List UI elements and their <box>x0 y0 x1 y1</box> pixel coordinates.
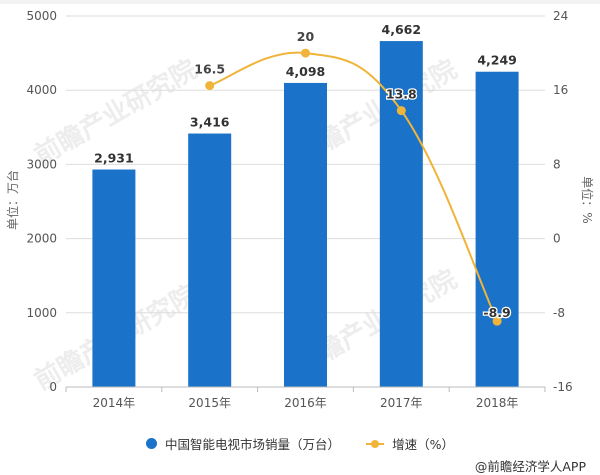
growth-point[interactable] <box>396 106 406 116</box>
growth-point[interactable] <box>492 316 502 326</box>
left-tick-label: 2000 <box>26 232 57 246</box>
bar[interactable] <box>284 82 327 387</box>
right-axis-title: 单位：% <box>580 176 595 223</box>
x-tick-label: 2016年 <box>284 396 327 410</box>
bar[interactable] <box>379 41 423 388</box>
bar-value-label: 4,249 <box>477 53 517 68</box>
chart-card: 前瞻产业研究院前瞻产业研究院前瞻产业研究院前瞻产业研究院 01000200030… <box>0 4 600 475</box>
bar[interactable] <box>188 133 232 387</box>
right-tick-label: 0 <box>553 232 561 246</box>
right-tick-label: -16 <box>553 380 573 394</box>
x-tick-label: 2018年 <box>476 396 519 410</box>
bar[interactable] <box>92 169 136 387</box>
x-axis: 2014年 2015年 2016年 2017年 2018年 <box>65 386 546 410</box>
left-tick-label: 3000 <box>26 157 57 171</box>
line-series: 16.5 20 13.8 -8.9 <box>194 29 512 326</box>
left-tick-label: 5000 <box>26 9 57 23</box>
legend-item-sales[interactable]: 中国智能电视市场销量（万台） <box>146 434 340 453</box>
growth-value-label: 13.8 <box>386 87 417 102</box>
growth-point[interactable] <box>301 48 310 58</box>
legend: 中国智能电视市场销量（万台） 增速（%） <box>0 434 600 453</box>
bar[interactable] <box>475 71 519 388</box>
right-tick-label: -8 <box>553 306 565 320</box>
bar-value-label: 3,416 <box>190 115 230 130</box>
left-tick-label: 1000 <box>26 306 57 320</box>
legend-line-swatch-icon <box>366 439 385 449</box>
source-credit: @前瞻经济学人APP <box>474 459 586 474</box>
legend-line-label: 增速（%） <box>392 437 454 452</box>
x-tick-label: 2014年 <box>93 396 136 410</box>
right-axis-ticks: -16 -8 0 8 16 24 <box>553 9 573 394</box>
bar-value-label: 4,662 <box>382 22 422 37</box>
left-tick-label: 4000 <box>26 83 57 97</box>
growth-value-label: -8.9 <box>483 305 510 320</box>
legend-bar-label: 中国智能电视市场销量（万台） <box>165 437 341 452</box>
legend-bar-swatch-icon <box>146 438 158 449</box>
bar-value-label: 2,931 <box>94 151 134 166</box>
growth-value-label: 20 <box>297 29 315 44</box>
bar-value-label: 4,098 <box>286 64 326 79</box>
x-tick-label: 2017年 <box>380 396 423 410</box>
right-tick-label: 16 <box>553 83 568 97</box>
legend-item-growth[interactable]: 增速（%） <box>366 434 454 453</box>
right-tick-label: 24 <box>553 9 568 23</box>
right-tick-label: 8 <box>553 157 561 171</box>
left-axis-ticks: 0 1000 2000 3000 4000 5000 <box>26 9 57 394</box>
bar-series: 2,931 3,416 4,098 4,662 4,249 <box>92 22 519 388</box>
growth-point[interactable] <box>205 81 215 91</box>
combo-chart: 前瞻产业研究院前瞻产业研究院前瞻产业研究院前瞻产业研究院 01000200030… <box>5 9 595 410</box>
growth-value-label: 16.5 <box>194 62 225 77</box>
x-tick-label: 2015年 <box>188 396 231 410</box>
left-axis-title: 单位：万台 <box>5 170 20 230</box>
left-tick-label: 0 <box>49 380 57 394</box>
growth-line <box>209 51 499 322</box>
